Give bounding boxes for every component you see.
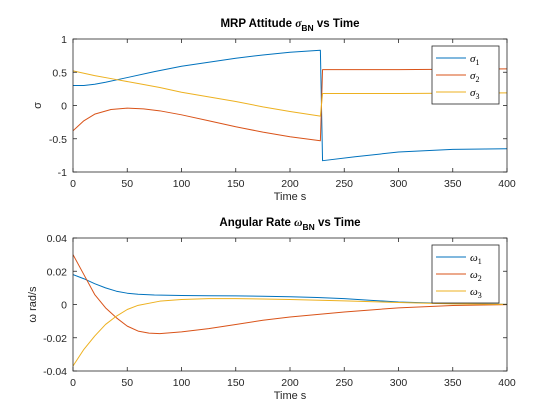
title-subscript: BN xyxy=(302,222,314,232)
attitude-x-tick-label: 200 xyxy=(281,178,299,190)
angular-rate-x-tick-label: 50 xyxy=(121,377,133,389)
attitude-y-tick-label: -1 xyxy=(58,167,67,179)
angular-rate-y-tick-label: -0.02 xyxy=(43,333,67,345)
title-text: Angular Rate xyxy=(219,217,294,229)
attitude-x-tick-label: 350 xyxy=(444,178,462,190)
attitude-y-tick-label: 0.5 xyxy=(52,67,67,79)
angular-rate-x-tick-label: 300 xyxy=(390,377,408,389)
angular-rate-x-tick-label: 350 xyxy=(444,377,462,389)
title-symbol: ω xyxy=(294,217,302,229)
title-text-suffix: vs Time xyxy=(314,18,360,30)
angular-rate-x-tick-label: 200 xyxy=(281,377,299,389)
title-text-suffix: vs Time xyxy=(315,217,361,229)
attitude-x-axis-label: Time s xyxy=(274,191,307,203)
angular-rate-x-tick-label: 150 xyxy=(227,377,245,389)
attitude-y-axis-label: σ xyxy=(32,102,44,109)
legend-subscript: 1 xyxy=(475,58,479,67)
angular-rate-y-tick-label: 0 xyxy=(61,300,67,312)
legend-subscript: 3 xyxy=(478,291,482,300)
attitude-x-tick-label: 50 xyxy=(121,178,133,190)
title-text: MRP Attitude xyxy=(220,18,295,30)
attitude-x-tick-label: 300 xyxy=(390,178,408,190)
attitude-y-tick-label: 0 xyxy=(61,101,67,113)
angular-rate-x-tick-label: 0 xyxy=(70,377,76,389)
attitude-y-tick-label: 1 xyxy=(61,34,67,46)
angular-rate-x-tick-label: 400 xyxy=(498,377,516,389)
title-subscript: BN xyxy=(301,23,313,33)
angular-rate-y-tick-label: -0.04 xyxy=(43,366,67,378)
angular-rate-x-axis-label: Time s xyxy=(274,390,307,402)
angular-rate-y-tick-label: 0.04 xyxy=(47,233,68,245)
angular-rate-x-tick-label: 100 xyxy=(173,377,191,389)
angular-rate-y-axis-label: ω rad/s xyxy=(27,286,39,323)
attitude-x-tick-label: 100 xyxy=(173,178,191,190)
legend-subscript: 3 xyxy=(475,92,479,101)
attitude-x-tick-label: 400 xyxy=(498,178,516,190)
angular-rate-y-tick-label: 0.02 xyxy=(47,266,68,278)
legend-subscript: 2 xyxy=(478,274,482,283)
attitude-y-tick-label: -0.5 xyxy=(49,134,67,146)
attitude-x-tick-label: 0 xyxy=(70,178,76,190)
legend-subscript: 1 xyxy=(478,257,482,266)
angular-rate-x-tick-label: 250 xyxy=(335,377,353,389)
attitude-x-tick-label: 150 xyxy=(227,178,245,190)
attitude-x-tick-label: 250 xyxy=(335,178,353,190)
legend-subscript: 2 xyxy=(475,75,479,84)
